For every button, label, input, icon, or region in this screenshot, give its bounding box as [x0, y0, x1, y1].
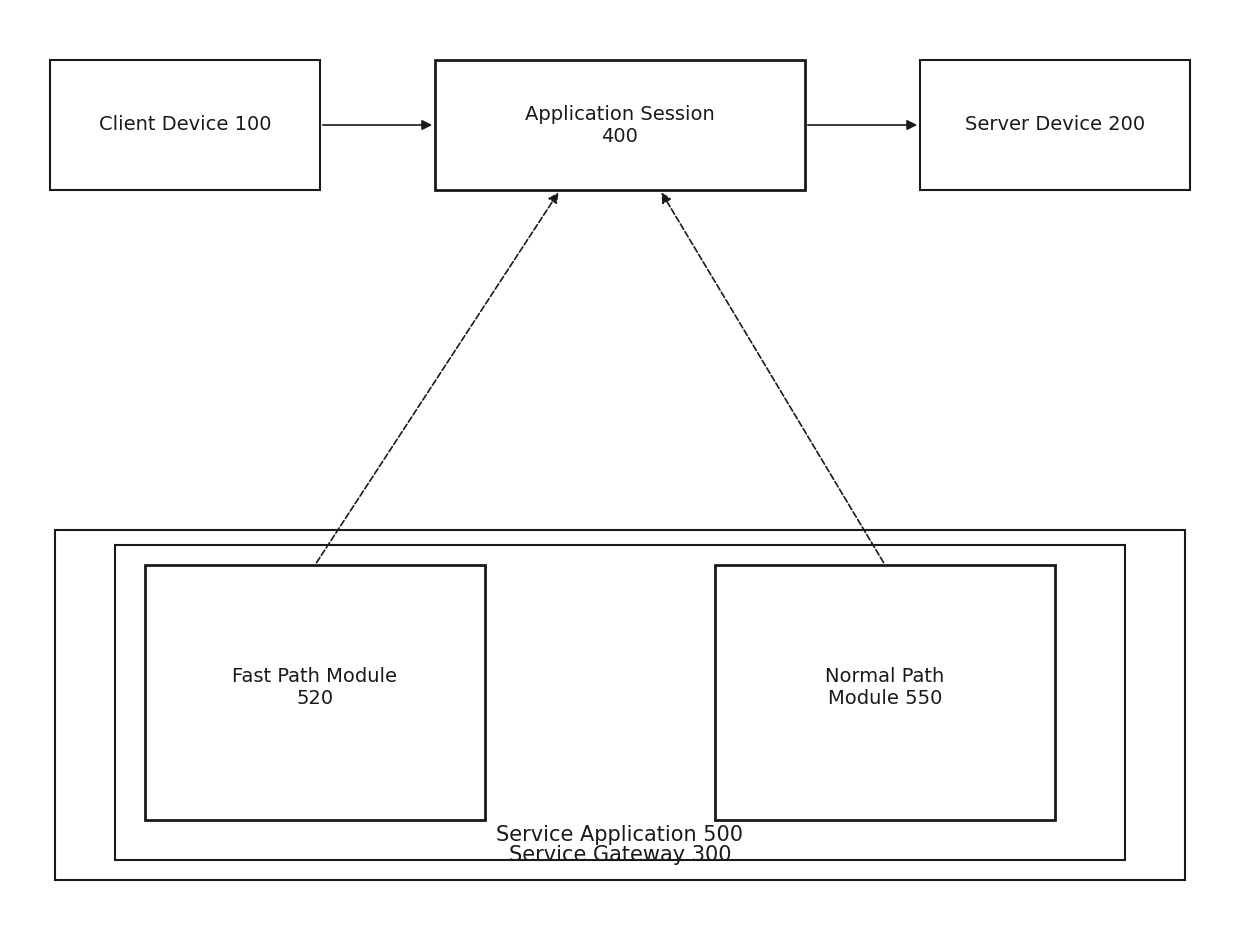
FancyBboxPatch shape	[435, 60, 805, 190]
Text: Fast Path Module
520: Fast Path Module 520	[233, 668, 398, 708]
Text: Normal Path
Module 550: Normal Path Module 550	[826, 668, 945, 708]
FancyBboxPatch shape	[715, 565, 1055, 820]
Text: Server Device 200: Server Device 200	[965, 116, 1145, 134]
FancyBboxPatch shape	[920, 60, 1190, 190]
Text: Service Gateway 300: Service Gateway 300	[508, 845, 732, 865]
FancyBboxPatch shape	[50, 60, 320, 190]
FancyBboxPatch shape	[115, 545, 1125, 860]
Text: Service Application 500: Service Application 500	[496, 825, 744, 845]
FancyBboxPatch shape	[145, 565, 485, 820]
Text: Application Session
400: Application Session 400	[525, 105, 715, 145]
FancyBboxPatch shape	[55, 530, 1185, 880]
Text: Client Device 100: Client Device 100	[99, 116, 272, 134]
